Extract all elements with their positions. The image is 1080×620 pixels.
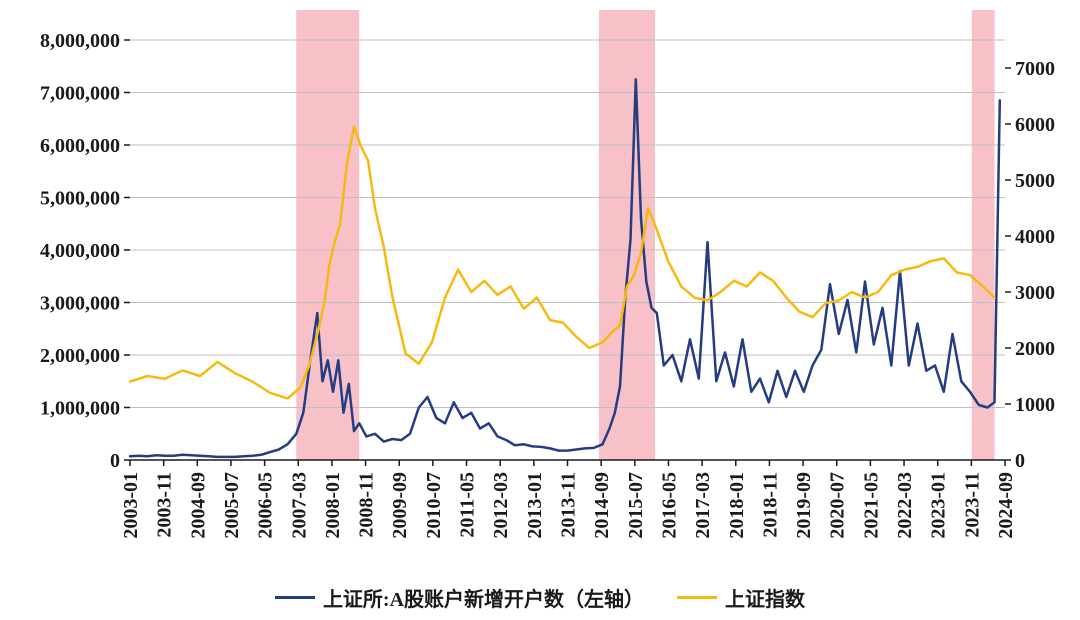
svg-text:2000: 2000 xyxy=(1015,338,1055,360)
svg-text:2,000,000: 2,000,000 xyxy=(40,345,120,367)
svg-text:5,000,000: 5,000,000 xyxy=(40,188,120,210)
legend: 上证所:A股账户新增开户数（左轴） 上证指数 xyxy=(0,582,1080,612)
svg-text:0: 0 xyxy=(110,450,120,472)
svg-text:2013-11: 2013-11 xyxy=(558,472,580,538)
svg-text:6,000,000: 6,000,000 xyxy=(40,135,120,157)
svg-text:2010-07: 2010-07 xyxy=(423,472,445,539)
series xyxy=(130,79,1000,457)
svg-text:2003-01: 2003-01 xyxy=(120,472,142,539)
svg-text:2014-09: 2014-09 xyxy=(591,472,613,539)
x-axis-labels: 2003-01 2003-11 2004-09 2005-07 2006-05 2007-… xyxy=(120,460,1017,539)
chart-svg: 0 1,000,000 2,000,000 3,000,000 4,000,000 5,0… xyxy=(0,0,1080,620)
legend-label-index: 上证指数 xyxy=(725,583,805,612)
svg-text:7,000,000: 7,000,000 xyxy=(40,83,120,105)
svg-text:0: 0 xyxy=(1015,450,1025,472)
legend-label-accounts: 上证所:A股账户新增开户数（左轴） xyxy=(323,583,644,612)
svg-text:2017-03: 2017-03 xyxy=(692,472,714,539)
svg-text:1,000,000: 1,000,000 xyxy=(40,398,120,420)
svg-text:2018-01: 2018-01 xyxy=(726,472,748,539)
svg-text:8,000,000: 8,000,000 xyxy=(40,30,120,52)
svg-text:2020-07: 2020-07 xyxy=(827,472,849,539)
highlight-bands xyxy=(296,10,994,460)
svg-text:2003-11: 2003-11 xyxy=(154,472,176,538)
series-index xyxy=(130,127,995,399)
svg-text:2023-01: 2023-01 xyxy=(928,472,950,539)
legend-item-accounts: 上证所:A股账户新增开户数（左轴） xyxy=(275,583,644,612)
svg-text:5000: 5000 xyxy=(1015,170,1055,192)
series-accounts xyxy=(130,79,1000,457)
svg-text:3,000,000: 3,000,000 xyxy=(40,293,120,315)
svg-text:2013-01: 2013-01 xyxy=(524,472,546,539)
svg-text:2006-05: 2006-05 xyxy=(255,472,277,539)
svg-text:2015-07: 2015-07 xyxy=(625,472,647,539)
svg-text:2019-09: 2019-09 xyxy=(793,472,815,539)
legend-item-index: 上证指数 xyxy=(677,583,805,612)
svg-text:4000: 4000 xyxy=(1015,226,1055,248)
svg-text:2008-11: 2008-11 xyxy=(356,472,378,538)
svg-text:2005-07: 2005-07 xyxy=(221,472,243,539)
svg-text:7000: 7000 xyxy=(1015,58,1055,80)
svg-text:2009-09: 2009-09 xyxy=(389,472,411,539)
svg-text:6000: 6000 xyxy=(1015,114,1055,136)
legend-swatch-accounts xyxy=(275,596,315,599)
svg-text:2004-09: 2004-09 xyxy=(187,472,209,539)
svg-text:3000: 3000 xyxy=(1015,282,1055,304)
gridlines: 0 1,000,000 2,000,000 3,000,000 4,000,000 5,0… xyxy=(40,30,1055,472)
svg-text:2018-11: 2018-11 xyxy=(759,472,781,538)
svg-text:2012-03: 2012-03 xyxy=(490,472,512,539)
svg-text:2007-03: 2007-03 xyxy=(288,472,310,539)
chart-container: 0 1,000,000 2,000,000 3,000,000 4,000,000 5,0… xyxy=(0,0,1080,620)
svg-text:2016-05: 2016-05 xyxy=(658,472,680,539)
svg-text:2023-11: 2023-11 xyxy=(961,472,983,538)
svg-text:1000: 1000 xyxy=(1015,394,1055,416)
svg-text:2021-05: 2021-05 xyxy=(860,472,882,539)
svg-text:2022-03: 2022-03 xyxy=(894,472,916,539)
legend-swatch-index xyxy=(677,596,717,599)
svg-text:2008-01: 2008-01 xyxy=(322,472,344,539)
svg-text:2024-09: 2024-09 xyxy=(995,472,1017,539)
svg-text:2011-05: 2011-05 xyxy=(457,472,479,538)
svg-text:4,000,000: 4,000,000 xyxy=(40,240,120,262)
